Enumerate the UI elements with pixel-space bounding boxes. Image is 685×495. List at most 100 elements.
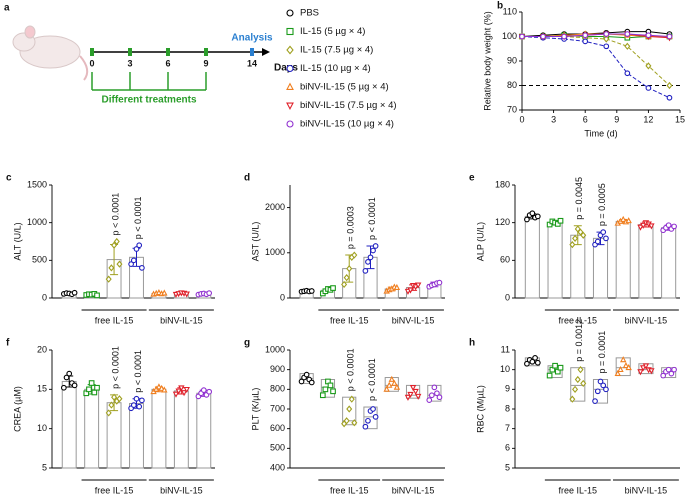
data-point xyxy=(370,247,376,254)
marker xyxy=(645,32,652,39)
data-point xyxy=(303,371,310,378)
y-tick-label: 500 xyxy=(32,255,47,265)
group-label: free IL-15 xyxy=(95,315,134,325)
data-point xyxy=(139,265,145,271)
group-label: biNV-IL-15 xyxy=(160,315,203,325)
p-value: p < 0.0001 xyxy=(367,197,377,240)
y-tick-label: 400 xyxy=(270,462,285,472)
marker xyxy=(666,81,673,90)
bar xyxy=(129,402,144,469)
y-tick-label: 500 xyxy=(270,443,285,453)
legend-marker xyxy=(286,82,294,90)
day-label: 14 xyxy=(247,58,257,68)
data-point xyxy=(660,372,667,379)
data-point xyxy=(161,289,168,296)
data-point xyxy=(671,366,677,373)
p-value: p < 0.0001 xyxy=(346,348,356,391)
marker xyxy=(624,70,631,77)
data-point xyxy=(383,385,390,392)
panel-letter: d xyxy=(244,173,250,184)
data-point xyxy=(105,275,112,283)
data-point xyxy=(648,368,655,375)
legend-marker xyxy=(286,102,294,110)
data-point xyxy=(600,229,607,235)
data-point xyxy=(206,388,213,395)
data-point xyxy=(580,379,587,388)
series-line xyxy=(521,36,670,99)
data-point xyxy=(365,258,371,265)
data-point xyxy=(391,379,398,386)
group-label: free IL-15 xyxy=(330,485,369,495)
marker xyxy=(603,43,610,50)
data-point xyxy=(130,257,137,264)
data-point xyxy=(178,385,185,392)
data-point xyxy=(529,210,536,217)
y-tick-label: 2000 xyxy=(265,202,285,212)
p-value: p < 0.0001 xyxy=(367,358,377,401)
data-point xyxy=(648,223,655,230)
series-line xyxy=(522,33,670,37)
data-point xyxy=(60,384,67,391)
data-point xyxy=(597,378,604,385)
p-value: p < 0.0001 xyxy=(110,193,120,236)
data-point xyxy=(434,390,440,397)
group-label: biNV-IL-15 xyxy=(392,315,435,325)
y-tick-label: 0 xyxy=(505,292,510,302)
data-point xyxy=(346,265,353,273)
data-point xyxy=(372,243,379,249)
data-point xyxy=(158,384,165,391)
legend-label: PBS xyxy=(300,8,319,19)
data-point xyxy=(620,356,627,363)
panel-letter: h xyxy=(469,338,475,349)
y-axis-label: ALP (U/L) xyxy=(475,222,485,261)
data-point xyxy=(436,279,443,286)
data-point xyxy=(534,213,541,220)
data-point xyxy=(346,405,353,413)
marker xyxy=(624,42,631,50)
x-tick-label: 12 xyxy=(643,114,653,124)
y-tick-label: 1000 xyxy=(265,247,285,257)
data-point xyxy=(436,394,443,401)
data-point xyxy=(393,383,401,390)
data-point xyxy=(367,254,374,261)
panel-a: a 0 3 6 9 14 Analysis Days Different tre… xyxy=(4,3,298,106)
x-tick-label: 0 xyxy=(519,114,524,124)
p-value: p < 0.0001 xyxy=(133,350,143,393)
y-tick-label: 6 xyxy=(505,443,510,453)
panel-letter: f xyxy=(6,338,10,349)
data-point xyxy=(183,386,190,394)
data-point xyxy=(639,222,647,229)
p-value: p = 0.0001 xyxy=(597,331,607,374)
p-value: p = 0.0045 xyxy=(574,177,584,220)
data-point xyxy=(136,403,143,410)
y-tick-label: 9 xyxy=(505,384,510,394)
y-axis-label: AST (U/L) xyxy=(250,222,260,262)
data-point xyxy=(206,290,213,296)
data-point xyxy=(370,406,376,412)
y-tick-label: 1500 xyxy=(27,179,47,189)
data-point xyxy=(625,217,632,224)
data-point xyxy=(412,388,419,396)
treatments-label: Different treatments xyxy=(101,95,196,106)
data-point xyxy=(603,386,609,393)
day-label: 3 xyxy=(127,58,132,68)
data-point xyxy=(128,261,134,267)
marker xyxy=(645,85,652,91)
dose-marker xyxy=(128,48,132,56)
data-point xyxy=(88,380,95,386)
data-point xyxy=(534,359,541,366)
y-tick-label: 100 xyxy=(502,31,517,41)
data-point xyxy=(200,387,207,393)
y-tick-label: 110 xyxy=(503,6,517,16)
marker xyxy=(561,33,567,40)
data-point xyxy=(365,417,371,424)
y-tick-label: 80 xyxy=(507,80,517,90)
data-point xyxy=(552,362,558,369)
data-point xyxy=(414,393,422,400)
bar xyxy=(524,215,540,299)
data-point xyxy=(133,246,140,252)
data-point xyxy=(524,216,530,223)
group-label: biNV-IL-15 xyxy=(625,315,668,325)
data-point xyxy=(130,402,137,408)
data-point xyxy=(407,287,414,294)
